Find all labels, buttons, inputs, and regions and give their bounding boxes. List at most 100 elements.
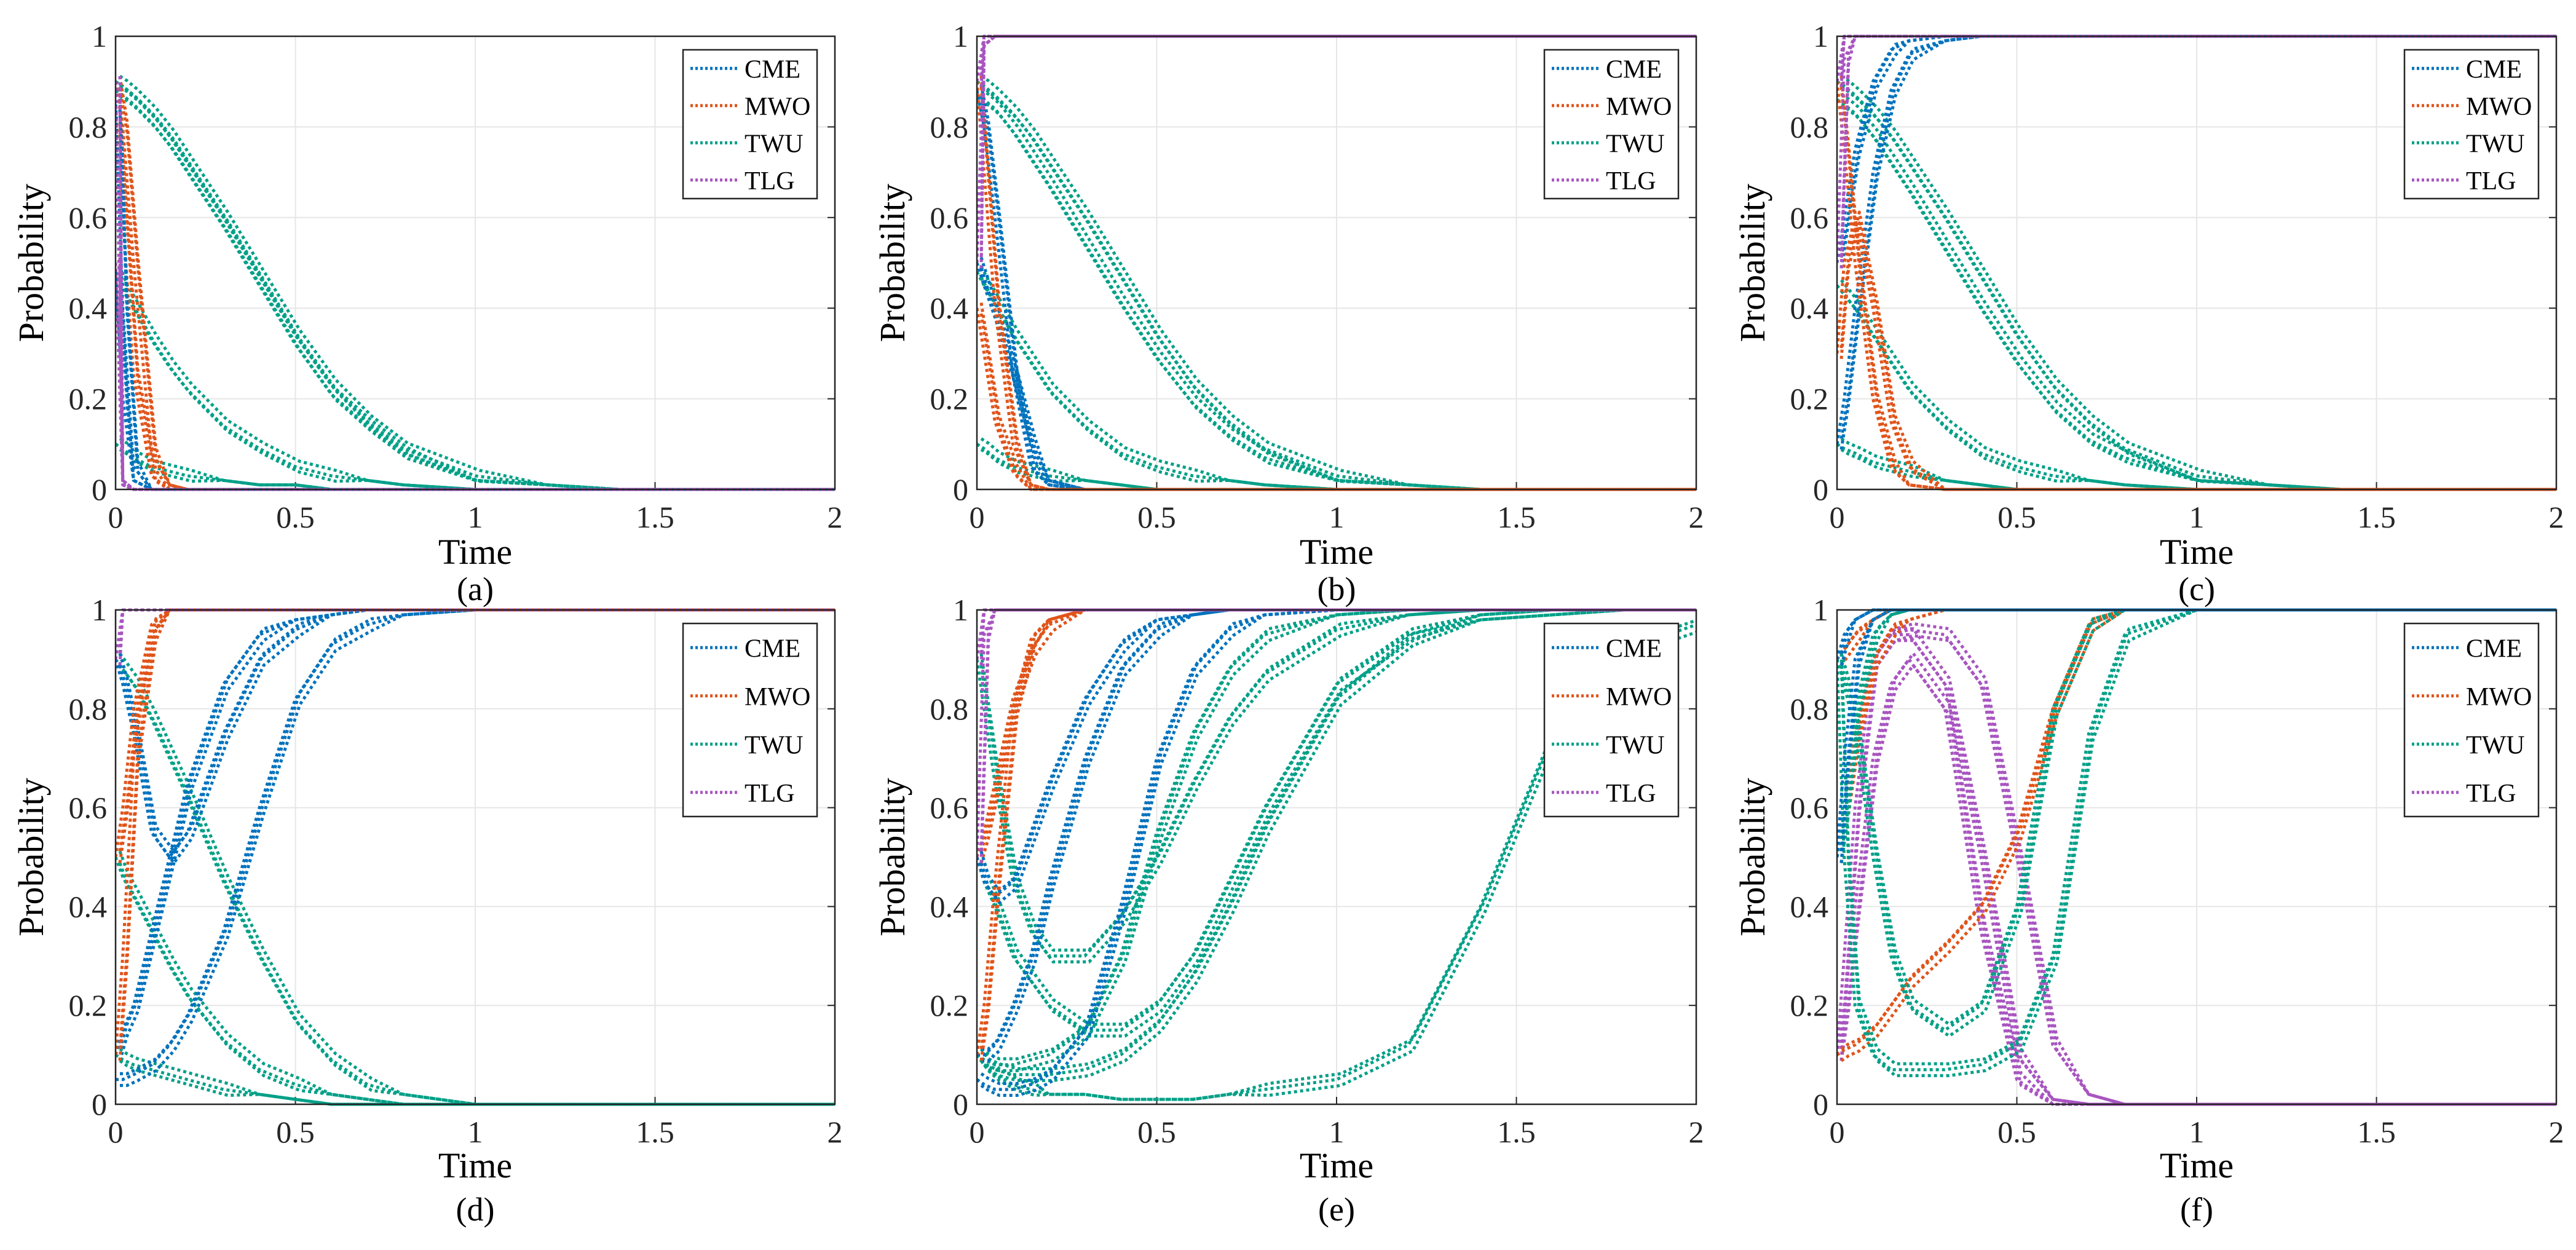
- series-line-mwo: [1839, 87, 2556, 491]
- y-tick-label: 0.6: [1790, 200, 1829, 235]
- series-line-mwo: [979, 608, 1696, 852]
- series-line-twu: [1837, 608, 2556, 1032]
- legend: CME MWO TWU TLG: [1543, 49, 1680, 200]
- legend-label-cme: CME: [745, 55, 800, 84]
- series-line-twu: [977, 608, 1696, 1032]
- legend-label-tlg: TLG: [1606, 780, 1656, 808]
- y-tick-label: 0.2: [1790, 988, 1829, 1023]
- x-tick-label: 0: [108, 1115, 124, 1149]
- legend-box: [682, 49, 818, 200]
- legend-label-twu: TWU: [2466, 130, 2525, 158]
- axes-box: [114, 35, 836, 491]
- y-axis-label: Probability: [11, 184, 51, 342]
- y-tick-label: 0.6: [1790, 791, 1829, 825]
- y-axis-label: Probability: [1732, 778, 1772, 936]
- x-tick-label: 1.5: [636, 1115, 674, 1149]
- x-tick-label: 0.5: [276, 1115, 315, 1149]
- legend-label-tlg: TLG: [745, 780, 795, 808]
- series-line-cme: [1839, 34, 2556, 258]
- series-line-cme: [118, 608, 835, 865]
- x-tick-label: 0.5: [1997, 1115, 2036, 1149]
- x-tick-label: 0.5: [276, 500, 315, 534]
- legend: CME MWO TWU TLG: [2403, 49, 2540, 200]
- series-line-twu: [979, 619, 1696, 1101]
- legend-label-mwo: MWO: [2466, 683, 2532, 711]
- subplot-caption: (c): [2178, 571, 2215, 607]
- series-line-mwo: [977, 608, 1696, 858]
- y-tick-label: 0.8: [1790, 692, 1829, 726]
- x-tick-label: 1: [468, 1115, 483, 1149]
- series-line-twu: [1839, 608, 2556, 1026]
- subplot-d: 0 0.5 1 1.5 2 0 0.2 0.4 0.6 0.8 1 CME MWO TWU TLG Time P…: [11, 593, 843, 1228]
- subplot-caption: (b): [1318, 571, 1356, 607]
- y-tick-label: 0.2: [930, 988, 969, 1023]
- series-line-twu: [979, 608, 1696, 1026]
- series-line-cme: [118, 608, 835, 853]
- x-tick-label: 1.5: [1497, 500, 1536, 534]
- series-line-cme: [120, 608, 835, 1087]
- series-line-twu: [116, 89, 835, 491]
- series-line-twu: [979, 276, 1696, 491]
- axes-box: [976, 609, 1697, 1106]
- series-line-cme: [1839, 608, 2556, 852]
- subplot-c: 0 0.5 1 1.5 2 0 0.2 0.4 0.6 0.8 1 CME MWO TWU TLG Time P…: [1732, 19, 2564, 607]
- x-tick-label: 0: [970, 1115, 985, 1149]
- y-tick-label: 1: [953, 593, 968, 627]
- series-line-twu: [116, 658, 835, 1106]
- x-tick-label: 1: [1329, 500, 1345, 534]
- x-tick-label: 1.5: [1497, 1115, 1536, 1149]
- legend-label-mwo: MWO: [2466, 93, 2532, 121]
- y-tick-label: 1: [1813, 593, 1828, 627]
- x-tick-label: 0.5: [1137, 500, 1176, 534]
- y-tick-label: 0: [953, 1087, 968, 1121]
- y-tick-label: 1: [92, 593, 107, 627]
- x-tick-label: 2: [2549, 1115, 2564, 1149]
- legend-label-mwo: MWO: [745, 93, 810, 121]
- subplot-caption: (d): [456, 1191, 495, 1228]
- series-line-twu: [1839, 608, 2556, 1038]
- x-tick-label: 0.5: [1997, 500, 2036, 534]
- legend-label-cme: CME: [2466, 635, 2522, 663]
- x-tick-label: 0: [108, 500, 124, 534]
- legend-label-cme: CME: [2466, 55, 2522, 84]
- x-axis-label: Time: [1300, 532, 1373, 572]
- x-tick-label: 1: [2189, 1115, 2205, 1149]
- y-tick-label: 0.8: [1790, 109, 1829, 144]
- legend-label-cme: CME: [1606, 55, 1662, 84]
- y-tick-label: 0.4: [69, 291, 108, 325]
- y-tick-label: 0.4: [930, 291, 969, 325]
- series-line-twu: [980, 608, 1696, 1061]
- x-tick-label: 1: [2189, 500, 2205, 534]
- series-line-twu: [979, 630, 1696, 1101]
- series-line-twu: [118, 266, 835, 491]
- y-tick-label: 0: [92, 472, 107, 507]
- legend-label-tlg: TLG: [2466, 167, 2516, 196]
- legend-label-mwo: MWO: [1606, 93, 1672, 121]
- series-line-mwo: [116, 104, 835, 491]
- subplot-a: 0 0.5 1 1.5 2 0 0.2 0.4 0.6 0.8 1 CME MWO TWU TLG Time P…: [11, 19, 843, 607]
- subplot-caption: (e): [1318, 1191, 1355, 1228]
- y-tick-label: 0.8: [930, 692, 969, 726]
- legend: CME MWO TWU TLG: [2403, 622, 2540, 818]
- series-line-twu: [979, 266, 1696, 491]
- legend-box: [2403, 622, 2540, 818]
- series-line-twu: [1839, 608, 2556, 1077]
- legend-box: [682, 622, 818, 818]
- legend-label-tlg: TLG: [2466, 780, 2516, 808]
- x-tick-label: 0: [1830, 500, 1845, 534]
- subplot-b: 0 0.5 1 1.5 2 0 0.2 0.4 0.6 0.8 1 CME MWO TWU TLG Time P…: [872, 19, 1704, 607]
- series-line-cme: [118, 608, 835, 1050]
- axes-box: [976, 35, 1697, 491]
- y-axis-label: Probability: [872, 778, 912, 936]
- y-tick-label: 0.2: [69, 382, 108, 416]
- axes-box: [1836, 35, 2558, 491]
- legend-label-twu: TWU: [745, 130, 804, 158]
- y-tick-label: 0.6: [930, 791, 969, 825]
- legend-box: [1543, 622, 1680, 818]
- y-tick-label: 0.2: [69, 988, 108, 1023]
- y-tick-label: 0.2: [1790, 382, 1829, 416]
- x-tick-label: 2: [1689, 500, 1704, 534]
- legend-label-twu: TWU: [1606, 130, 1665, 158]
- x-axis-label: Time: [2160, 1145, 2234, 1185]
